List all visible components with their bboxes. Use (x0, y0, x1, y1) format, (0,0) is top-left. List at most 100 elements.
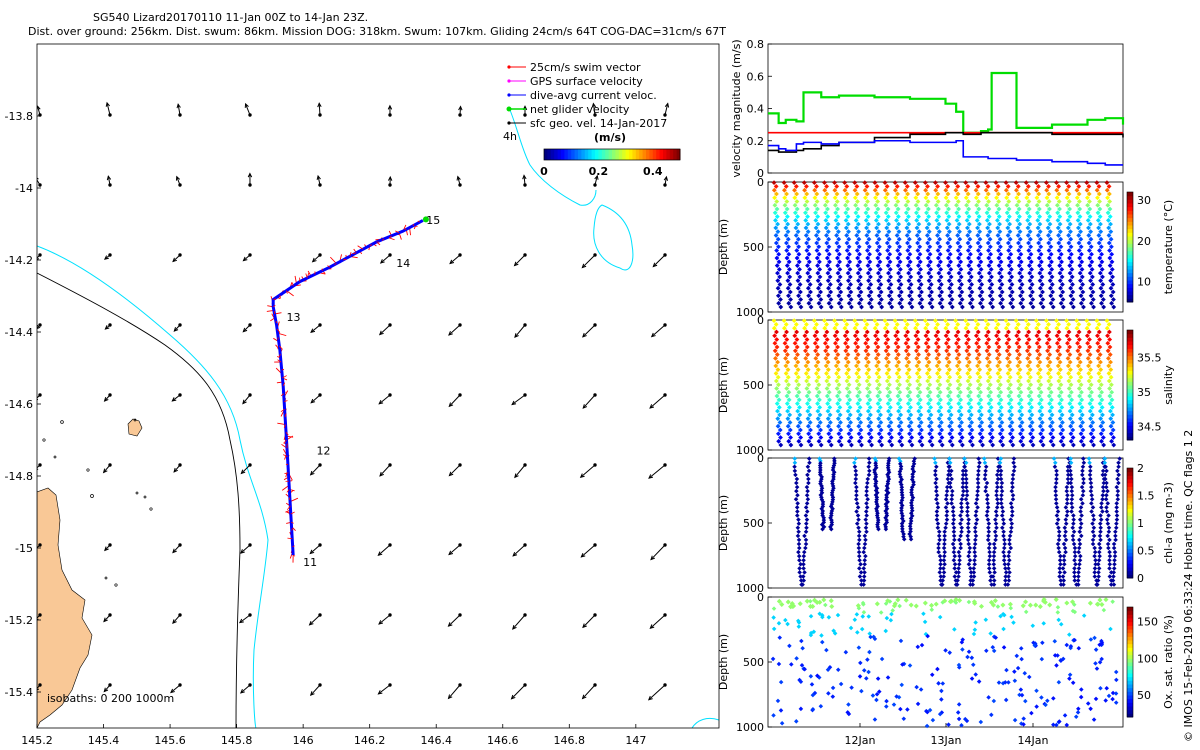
sfc-velocity-arrow (240, 464, 251, 474)
chl-colorbar-cell (1127, 497, 1133, 502)
temp-sample (863, 217, 869, 223)
sal-sample (929, 427, 934, 433)
sal-sample (877, 438, 882, 444)
temp-colorbar-cell (1127, 254, 1133, 259)
temp-sample (978, 259, 984, 265)
sal-sample (906, 374, 912, 380)
temp-sample (984, 217, 990, 223)
ox-colorbar-cell (1127, 709, 1133, 714)
sal-sample (1005, 322, 1011, 327)
temp-sample (965, 233, 971, 238)
chla-sample (1115, 492, 1120, 498)
chl-colorbar-tick: 1 (1137, 517, 1144, 530)
temp-colorbar-cell (1127, 247, 1133, 252)
chla-sample (999, 484, 1004, 490)
sal-sample (804, 386, 810, 391)
temp-sample (897, 259, 903, 265)
sal-sample (803, 348, 808, 354)
ox-sample (794, 719, 799, 724)
chla-sample (909, 500, 914, 506)
ox-sample (835, 667, 841, 672)
chla-sample (960, 472, 966, 478)
temp-sample (774, 206, 780, 212)
ox-sample (825, 667, 831, 672)
ox-sample (1092, 635, 1097, 641)
ox-colorbar-cell (1127, 691, 1133, 696)
sfc-velocity-arrow-base (108, 183, 112, 187)
legend-sfc-dot (507, 121, 511, 125)
ox-sample (1039, 695, 1044, 700)
temp-sample (1018, 300, 1024, 306)
ox-sample (1113, 700, 1119, 705)
sfc-velocity-arrow-base (523, 253, 527, 257)
map-colorbar-cell (557, 149, 562, 160)
sfc-velocity-arrowhead (316, 174, 321, 180)
temp-sample (968, 259, 974, 265)
ox-sample (1087, 600, 1093, 606)
ox-sample (804, 598, 810, 604)
swim-vector (273, 298, 277, 300)
sal-sample (903, 333, 909, 339)
sfc-velocity-arrow-base (108, 683, 112, 687)
sal-sample (984, 348, 990, 354)
temp-colorbar-cell (1127, 258, 1133, 263)
ox-sample (1081, 613, 1087, 618)
temp-sample (883, 195, 888, 201)
sfc-velocity-arrow-base (318, 543, 322, 547)
temp-sample (772, 195, 778, 201)
sal-sample (1008, 438, 1014, 444)
ox-colorbar-cell (1127, 621, 1133, 626)
sfc-velocity-arrow-base (38, 543, 42, 547)
chla-sample (966, 562, 972, 567)
sal-sample (893, 333, 899, 339)
temp-sample (785, 214, 790, 219)
sal-sample (783, 322, 789, 327)
sfc-velocity-arrowhead (580, 553, 586, 558)
sal-sample (1018, 438, 1024, 444)
sfc-velocity-arrow-base (663, 613, 667, 617)
sal-sample (897, 438, 903, 444)
sfc-velocity-arrowhead (310, 398, 316, 404)
chla-sample (820, 526, 825, 532)
ox-sample (878, 610, 884, 615)
sfc-velocity-arrow-base (663, 683, 667, 687)
sal-sample (978, 438, 983, 444)
map-colorbar-cell (642, 149, 647, 160)
temp-sample (804, 240, 810, 246)
sal-sample (945, 337, 951, 342)
ox-sample (914, 684, 919, 690)
ox-sample (1064, 642, 1070, 648)
temp-sample (835, 278, 841, 284)
sal-sample (786, 389, 792, 395)
map-colorbar-cell (659, 149, 664, 160)
sal-sample (947, 374, 953, 380)
chla-sample (1001, 517, 1006, 522)
sal-sample (796, 438, 802, 444)
sal-sample (895, 386, 901, 391)
chla-sample (935, 525, 941, 530)
temp-sample (813, 217, 819, 223)
sal-sample (796, 431, 801, 437)
velocity-ylabel: velocity magnitude (m/s) (730, 39, 743, 177)
chla-sample (865, 476, 871, 482)
swim-vector (280, 408, 285, 413)
chl-colorbar-cell (1127, 559, 1133, 564)
sfc-velocity-arrow-base (663, 323, 667, 327)
map-colorbar-cell (652, 149, 657, 160)
chla-sample (1054, 468, 1059, 474)
sal-sample (899, 442, 905, 448)
sal-colorbar-cell (1127, 414, 1133, 419)
chla-sample (864, 484, 870, 490)
temp-sample (886, 293, 892, 299)
velocity-frame (767, 43, 1124, 174)
sfc-velocity-arrow (310, 464, 321, 476)
temp-sample (957, 236, 963, 242)
sal-sample (985, 322, 991, 327)
temp-sample (956, 214, 962, 219)
chla-sample (1080, 468, 1085, 474)
sfc-velocity-arrow-base (593, 613, 597, 617)
chla-sample (943, 497, 949, 502)
sfc-velocity-arrow-base (523, 393, 527, 397)
temp-sample (947, 293, 953, 299)
